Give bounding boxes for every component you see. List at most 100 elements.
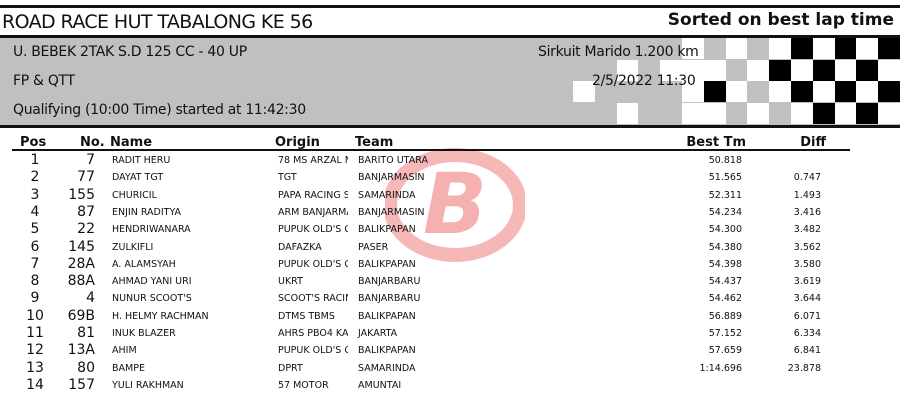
origin: DPRT [278,362,303,374]
origin: 57 MOTOR [278,379,329,391]
rider-number: 88A [67,273,95,290]
flag-square [812,59,835,81]
team: BANJARMASIN [358,172,425,184]
diff: 6.841 [793,345,821,357]
diff: 3.482 [793,224,821,236]
col-name: Name [110,135,153,150]
rider-number: 145 [68,238,95,255]
best-time: 57.659 [708,345,742,357]
flag-square [812,81,835,102]
band-rule [0,125,900,128]
best-time: 50.818 [708,155,742,166]
team: BANJARBARU [358,276,421,288]
circuit-info: Sirkuit Marido 1.200 km [538,44,699,60]
rider-number: 22 [77,221,95,238]
rider-name: DAYAT TGT [112,172,164,184]
rider-name: H. HELMY RACHMAN [112,310,209,322]
rider-number: 13A [67,342,95,359]
flag-square [660,59,682,81]
rider-number: 155 [68,186,95,203]
position: 4 [30,203,40,220]
table-row: 2 77 DAYAT TGT TGT BANJARMASIN 51.565 0.747 [0,169,900,187]
top-rule [0,5,900,8]
position: 2 [30,169,40,186]
flag-square [878,59,900,81]
flag-square [878,102,900,124]
rider-name: RADIT HERU [112,155,171,166]
rider-name: CHURICIL [112,189,157,201]
position: 10 [26,307,44,324]
table-row: 6 145 ZULKIFLI DAFAZKA PASER 54.380 3.562 [0,238,900,257]
col-origin: Origin [275,135,320,150]
rider-name: ZULKIFLI [112,241,154,253]
flag-square [703,81,726,102]
origin: PUPUK OLD'S CO [278,224,348,236]
team: SAMARINDA [358,362,416,374]
table-row: 3 155 CHURICIL PAPA RACING SA SAMARINDA 52.31… [0,186,900,205]
rider-number: 7 [86,152,95,168]
table-row: 13 80 BAMPE DPRT SAMARINDA 1:14.696 23.878 [0,359,900,378]
rider-number: 81 [77,325,95,341]
flag-square [573,81,595,102]
flag-square [769,38,791,59]
best-time: 51.565 [708,172,742,184]
origin: ARM BANJARMA [278,206,348,218]
best-time: 54.398 [708,258,742,270]
flag-square [812,102,835,124]
rider-name: AHMAD YANI URI [112,276,192,288]
table-row: 1 7 RADIT HERU 78 MS ARZAL MI BARITO UTARA 50… [0,152,900,170]
flag-square [725,81,748,102]
rider-number: 69B [67,307,95,324]
origin: TGT [278,172,297,184]
position: 8 [30,273,40,290]
table-row: 5 22 HENDRIWANARA PUPUK OLD'S CO BALIKPAPAN 5… [0,221,900,239]
position: 1 [30,152,40,168]
position: 13 [26,359,44,376]
best-time: 54.380 [708,241,742,253]
table-row: 9 4 NUNUR SCOOT'S SCOOT'S RACING BANJARBARU 5… [0,290,900,308]
origin: PUPUK OLD'S CO [278,258,348,270]
flag-square [682,59,704,81]
diff: 1.493 [793,189,821,201]
diff: 3.644 [793,293,821,305]
position: 7 [30,255,40,272]
position: 3 [30,186,40,203]
origin: DTMS TBMS [278,310,335,322]
rider-name: ENJIN RADITYA [112,206,182,218]
rider-number: 157 [68,376,95,393]
origin: PAPA RACING SA [278,189,348,201]
table-row: 11 81 INUK BLAZER AHRS PBO4 KAR JAKARTA 57.15… [0,325,900,343]
team: BALIKPAPAN [358,310,416,322]
position: 14 [26,376,44,393]
flag-square [703,102,726,124]
position: 11 [26,325,44,341]
table-row: 7 28A A. ALAMSYAH PUPUK OLD'S CO BALIKPAPAN 5… [0,255,900,274]
rider-name: HENDRIWANARA [112,224,191,236]
session-name: FP & QTT [13,73,75,89]
origin: 78 MS ARZAL MI [278,155,348,166]
best-time: 54.234 [708,206,742,218]
col-team: Team [355,135,394,150]
team: BALIKPAPAN [358,224,416,236]
best-time: 57.152 [708,328,742,339]
diff: 0.747 [793,172,821,184]
header-rule [12,149,850,151]
rider-number: 77 [77,169,95,186]
flag-square [703,59,726,81]
position: 5 [30,221,40,238]
origin: DAFAZKA [278,241,322,253]
team: PASER [358,241,389,253]
origin: SCOOT'S RACING [278,293,348,305]
rider-number: 28A [67,255,95,272]
team: BALIKPAPAN [358,258,416,270]
col-pos: Pos [20,135,47,150]
flag-square [725,38,748,59]
team: AMUNTAI [358,379,402,391]
diff: 23.878 [787,362,821,374]
flag-square [791,38,813,59]
team: SAMARINDA [358,189,416,201]
logo-swoosh [385,148,525,262]
flag-square [856,59,879,81]
flag-square [769,81,791,102]
flag-square [878,81,900,102]
